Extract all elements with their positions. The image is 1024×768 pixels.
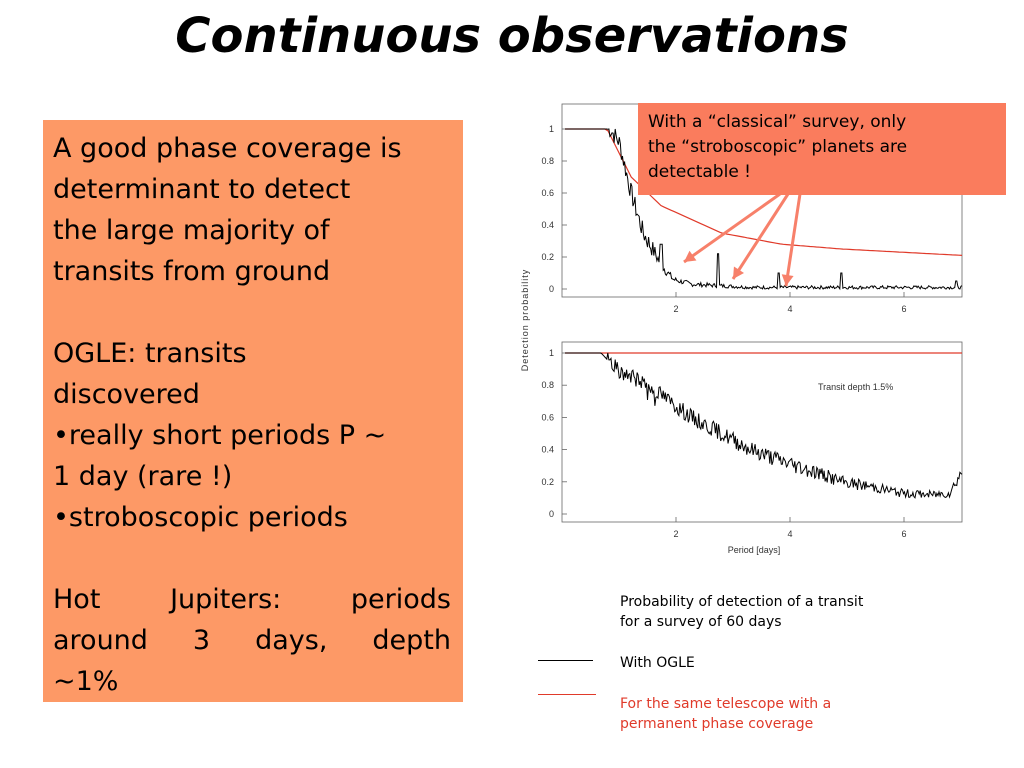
x-axis-label: Period [days] (728, 545, 781, 555)
text-line: 1 day (rare !) (53, 461, 233, 492)
y-tick-label: 0 (549, 509, 554, 519)
y-tick-label: 0.6 (541, 188, 554, 198)
y-tick-label: 0.8 (541, 156, 554, 166)
y-tick-label: 1 (549, 348, 554, 358)
text-line: OGLE: transits (53, 338, 247, 369)
legend-red-line-text: permanent phase coverage (620, 716, 814, 732)
legend-caption: Probability of detection of a transit fo… (620, 592, 863, 632)
text-line: discovered (53, 379, 200, 410)
text-line: A good phase coverage is (53, 133, 402, 164)
text-line: ~1% (53, 666, 119, 697)
callout-arrow (784, 193, 802, 287)
slide-title: Continuous observations (175, 8, 849, 64)
callout-arrowhead (684, 250, 697, 262)
legend-ogle-label: With OGLE (620, 655, 695, 671)
legend-black-line (538, 660, 593, 661)
callout-line: With a “classical” survey, only (648, 112, 907, 132)
callout-arrowhead (733, 266, 745, 279)
callout-line: detectable ! (648, 162, 751, 182)
text-line: •really short periods P ~ (53, 420, 387, 451)
chart-annotation: Transit depth 1.5% (818, 382, 893, 392)
y-tick-label: 0.6 (541, 412, 554, 422)
legend-permanent-label: For the same telescope with a permanent … (620, 694, 831, 734)
x-tick-label: 4 (787, 304, 792, 314)
x-tick-label: 2 (673, 529, 678, 539)
y-tick-label: 0.4 (541, 445, 554, 455)
plot-frame (561, 341, 963, 523)
chart-2: 0 0.2 0.4 0.6 0.8 1 2 4 6 Transit depth 1.5% Perio… (541, 341, 963, 555)
text-line: around 3 days, depth (53, 625, 451, 656)
callout-arrow (731, 193, 790, 280)
text-box: A good phase coverage is determinant to … (43, 120, 463, 702)
legend-caption-line: for a survey of 60 days (620, 614, 782, 630)
series-ogle-line (565, 128, 963, 291)
y-tick-label: 0.4 (541, 220, 554, 230)
text-line: Hot Jupiters: periods (53, 584, 451, 615)
x-tick-label: 2 (673, 304, 678, 314)
y-tick-label: 1 (549, 124, 554, 134)
legend-red-line-text: For the same telescope with a (620, 696, 832, 712)
legend-caption-line: Probability of detection of a transit (620, 594, 864, 610)
legend-red-line (538, 694, 596, 695)
text-line: the large majority of (53, 215, 330, 246)
callout-box: With a “classical” survey, only the “str… (638, 103, 1006, 195)
series-permanent-coverage-line (565, 128, 963, 256)
x-tick-label: 6 (901, 529, 906, 539)
text-line: transits from ground (53, 256, 331, 287)
y-tick-label: 0.2 (541, 252, 554, 262)
x-tick-label: 6 (901, 304, 906, 314)
y-axis-label: Detection probability (520, 269, 530, 372)
callout-arrow (683, 192, 781, 264)
y-tick-label: 0.8 (541, 380, 554, 390)
y-tick-label: 0.2 (541, 477, 554, 487)
text-line: determinant to detect (53, 174, 351, 205)
callout-arrowhead (781, 274, 794, 286)
x-tick-label: 4 (787, 529, 792, 539)
series-ogle-line (565, 352, 963, 499)
text-line: •stroboscopic periods (53, 502, 348, 533)
callout-line: the “stroboscopic” planets are (648, 137, 908, 157)
y-tick-label: 0 (549, 284, 554, 294)
